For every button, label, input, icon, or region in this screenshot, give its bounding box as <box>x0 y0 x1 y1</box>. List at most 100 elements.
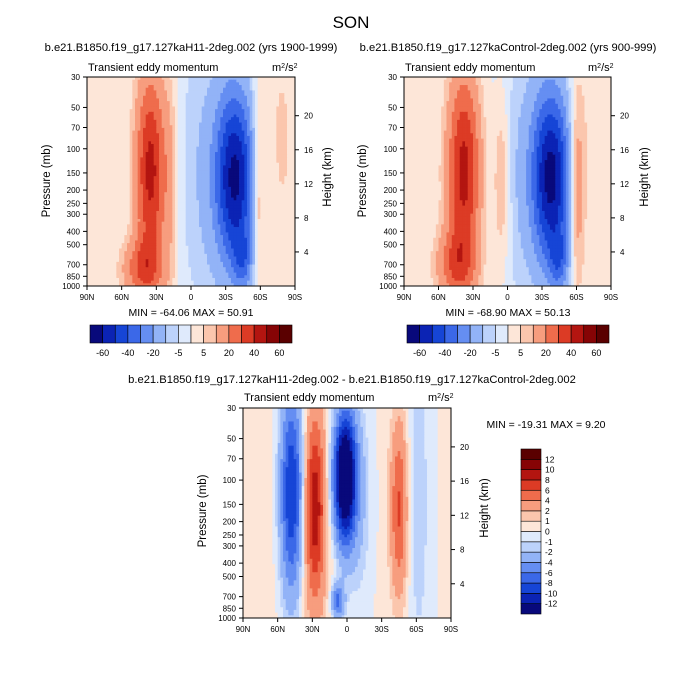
contour-cell <box>207 90 211 94</box>
contour-cell <box>135 125 139 129</box>
contour-cell <box>239 160 243 164</box>
contour-cell <box>103 178 107 182</box>
contour-cell <box>159 138 163 142</box>
contour-cell <box>129 98 133 102</box>
contour-cell <box>223 160 227 164</box>
contour-cell <box>204 237 208 241</box>
contour-cell <box>239 157 243 161</box>
contour-cell <box>111 245 115 249</box>
contour-cell <box>180 170 184 174</box>
contour-cell <box>289 87 293 91</box>
contour-cell <box>143 146 147 150</box>
contour-cell <box>135 189 139 193</box>
contour-cell <box>89 87 93 91</box>
contour-cell <box>135 106 139 110</box>
contour-cell <box>119 235 123 239</box>
contour-cell <box>268 127 272 131</box>
contour-cell <box>260 133 264 137</box>
contour-cell <box>111 219 115 223</box>
contour-cell <box>124 227 128 231</box>
contour-cell <box>249 186 253 190</box>
contour-cell <box>247 152 251 156</box>
contour-cell <box>241 235 245 239</box>
contour-cell <box>153 237 157 241</box>
contour-cell <box>215 173 219 177</box>
contour-cell <box>220 111 224 115</box>
contour-cell <box>143 168 147 172</box>
contour-cell <box>148 106 152 110</box>
contour-cell <box>220 130 224 134</box>
contour-cell <box>100 160 104 164</box>
contour-cell <box>273 243 277 247</box>
contour-cell <box>167 208 171 212</box>
contour-cell <box>217 101 221 105</box>
contour-cell <box>111 130 115 134</box>
contour-cell <box>215 243 219 247</box>
panel-top-left: Transient eddy momentum m2/s2 90N 60N 30N 0… <box>41 62 334 358</box>
contour-cell <box>169 189 173 193</box>
contour-cell <box>143 243 147 247</box>
contour-cell <box>247 243 251 247</box>
contour-cell <box>223 114 227 118</box>
contour-cell <box>191 146 195 150</box>
contour-cell <box>217 165 221 169</box>
contour-cell <box>292 235 296 239</box>
contour-cell <box>127 245 131 249</box>
contour-cell <box>233 232 237 236</box>
contour-cell <box>292 85 296 89</box>
contour-cell <box>217 224 221 228</box>
contour-cell <box>156 170 160 174</box>
contour-cell <box>231 130 235 134</box>
contour-cell <box>231 79 235 83</box>
contour-cell <box>193 208 197 212</box>
contour-cell <box>87 152 91 156</box>
contour-cell <box>113 245 117 249</box>
contour-cell <box>87 79 91 83</box>
contour-cell <box>265 192 269 196</box>
contour-cell <box>100 216 104 220</box>
contour-cell <box>215 213 219 217</box>
contour-cell <box>135 114 139 118</box>
contour-cell <box>284 186 288 190</box>
contour-cell <box>268 243 272 247</box>
contour-cell <box>172 146 176 150</box>
contour-cell <box>271 122 275 126</box>
contour-cell <box>196 101 200 105</box>
contour-cell <box>212 149 216 153</box>
contour-cell <box>116 162 120 166</box>
contour-cell <box>105 122 109 126</box>
contour-cell <box>209 184 213 188</box>
contour-cell <box>255 143 259 148</box>
contour-cell <box>207 237 211 241</box>
contour-cell <box>148 157 152 161</box>
contour-cell <box>145 77 149 81</box>
contour-cell <box>204 106 208 110</box>
contour-cell <box>263 221 267 225</box>
contour-cell <box>228 114 232 118</box>
contour-cell <box>289 162 293 166</box>
contour-cell <box>183 189 187 193</box>
contour-cell <box>241 82 245 86</box>
contour-cell <box>183 168 187 172</box>
contour-cell <box>188 135 192 140</box>
contour-cell <box>220 227 224 231</box>
contour-cell <box>223 109 227 113</box>
contour-cell <box>113 224 117 228</box>
contour-cell <box>113 157 117 161</box>
contour-cell <box>105 221 109 225</box>
contour-cell <box>113 133 117 137</box>
contour-cell <box>260 189 264 193</box>
contour-cell <box>228 101 232 105</box>
contour-cell <box>111 176 115 180</box>
contour-cell <box>225 181 229 185</box>
contour-cell <box>231 243 235 247</box>
contour-cell <box>284 77 288 81</box>
contour-cell <box>124 210 128 215</box>
contour-cell <box>257 77 261 81</box>
contour-cell <box>156 82 160 86</box>
contour-cell <box>188 125 192 129</box>
contour-cell <box>111 186 115 190</box>
contour-cell <box>292 146 296 150</box>
contour-cell <box>209 138 213 142</box>
contour-cell <box>281 130 285 134</box>
